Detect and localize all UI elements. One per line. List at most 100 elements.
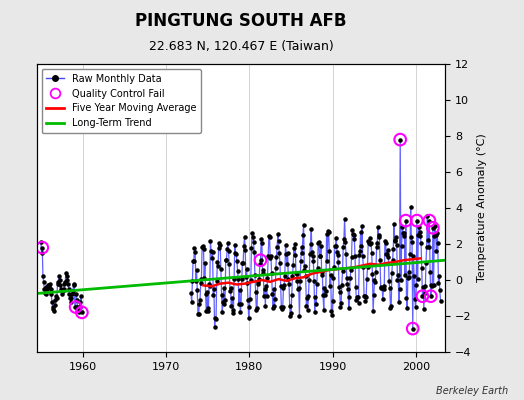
Point xyxy=(226,288,234,294)
Point xyxy=(56,277,64,283)
Point xyxy=(386,305,395,311)
Point xyxy=(414,232,422,238)
Point xyxy=(53,295,61,301)
Point xyxy=(332,235,341,242)
Point xyxy=(257,236,265,242)
Point xyxy=(237,276,246,282)
Point xyxy=(272,254,281,260)
Point xyxy=(430,232,439,239)
Point xyxy=(209,248,217,255)
Point xyxy=(322,288,330,294)
Point xyxy=(331,242,339,249)
Point xyxy=(420,283,429,290)
Point xyxy=(224,240,232,246)
Point xyxy=(220,285,228,292)
Point xyxy=(286,313,294,320)
Point xyxy=(294,284,303,291)
Point xyxy=(397,277,405,284)
Point xyxy=(288,291,296,298)
Point xyxy=(284,276,292,282)
Point xyxy=(69,282,78,289)
Point xyxy=(381,240,390,246)
Point xyxy=(308,249,316,255)
Point xyxy=(58,291,67,298)
Point xyxy=(317,243,325,250)
Point xyxy=(47,291,56,298)
Point xyxy=(222,257,230,263)
Point xyxy=(325,248,333,255)
Point xyxy=(333,249,341,255)
Point xyxy=(254,280,263,287)
Point xyxy=(299,232,307,238)
Point xyxy=(239,260,247,266)
Point xyxy=(215,245,224,251)
Point xyxy=(45,284,53,290)
Text: PINGTUNG SOUTH AFB: PINGTUNG SOUTH AFB xyxy=(135,12,347,30)
Point xyxy=(242,274,250,280)
Point xyxy=(248,230,256,236)
Point xyxy=(251,272,259,278)
Point xyxy=(303,307,312,314)
Point xyxy=(418,265,426,272)
Point xyxy=(215,240,223,246)
Point xyxy=(329,275,337,282)
Point xyxy=(72,291,81,298)
Point xyxy=(210,286,218,292)
Point xyxy=(392,234,400,240)
Point xyxy=(241,234,249,240)
Point xyxy=(366,235,375,241)
Point xyxy=(233,258,241,264)
Point xyxy=(258,269,267,276)
Point xyxy=(217,292,226,298)
Point xyxy=(322,231,331,237)
Point xyxy=(357,243,365,250)
Point xyxy=(231,242,239,248)
Point xyxy=(349,231,357,238)
Point xyxy=(379,283,388,290)
Point xyxy=(403,275,412,282)
Point xyxy=(47,286,55,292)
Point xyxy=(355,252,364,258)
Point xyxy=(352,283,360,290)
Point xyxy=(188,299,196,306)
Point xyxy=(412,282,420,288)
Point xyxy=(300,266,309,273)
Point xyxy=(424,244,433,250)
Point xyxy=(252,307,260,313)
Point xyxy=(271,296,279,302)
Point xyxy=(427,293,435,299)
Point xyxy=(266,255,275,262)
Point xyxy=(413,218,421,224)
Point xyxy=(345,304,353,311)
Point xyxy=(320,284,329,291)
Point xyxy=(422,260,430,267)
Point xyxy=(280,282,288,288)
Point xyxy=(381,237,389,244)
Point xyxy=(194,311,203,318)
Point xyxy=(429,225,437,231)
Point xyxy=(337,300,345,306)
Point xyxy=(334,259,343,266)
Point xyxy=(360,293,368,300)
Point xyxy=(423,213,432,220)
Point xyxy=(302,303,311,309)
Point xyxy=(261,302,269,309)
Point xyxy=(229,310,237,316)
Point xyxy=(396,136,405,143)
Point xyxy=(335,289,344,295)
Point xyxy=(270,303,279,310)
Point xyxy=(343,275,351,281)
Point xyxy=(260,293,268,300)
Point xyxy=(358,223,366,229)
Point xyxy=(265,233,274,240)
Point xyxy=(38,244,47,251)
Point xyxy=(377,284,386,290)
Point xyxy=(233,268,242,274)
Point xyxy=(365,240,373,246)
Point xyxy=(371,279,379,285)
Point xyxy=(221,297,229,303)
Point xyxy=(297,244,305,250)
Point xyxy=(295,313,303,319)
Point xyxy=(390,238,399,244)
Point xyxy=(57,286,65,292)
